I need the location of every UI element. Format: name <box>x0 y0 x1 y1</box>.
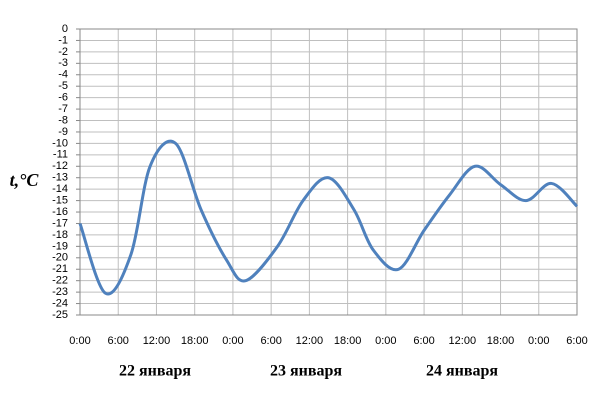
y-tick-label: -15 <box>52 195 68 207</box>
x-tick-label: 0:00 <box>222 335 243 347</box>
y-tick-label: -8 <box>58 114 68 126</box>
y-tick-label: -20 <box>52 252 68 264</box>
x-tick-label: 6:00 <box>566 335 587 347</box>
day-label: 23 января <box>270 363 342 380</box>
y-tick-label: -10 <box>52 137 68 149</box>
day-label: 22 января <box>119 363 191 380</box>
y-tick-label: 0 <box>62 23 68 35</box>
x-tick-label: 0:00 <box>528 335 549 347</box>
y-tick-label: -24 <box>52 297 68 309</box>
x-tick-label: 6:00 <box>260 335 281 347</box>
x-tick-label: 18:00 <box>334 335 362 347</box>
x-tick-label: 12:00 <box>296 335 324 347</box>
y-axis-label: t,°C <box>10 170 40 190</box>
y-tick-label: -17 <box>52 217 68 229</box>
y-tick-label: -19 <box>52 240 68 252</box>
y-tick-label: -6 <box>58 92 68 104</box>
y-tick-label: -9 <box>58 126 68 138</box>
x-tick-label: 0:00 <box>69 335 90 347</box>
x-tick-label: 6:00 <box>108 335 129 347</box>
y-tick-label: -11 <box>53 149 68 161</box>
y-tick-label: -12 <box>52 160 68 172</box>
x-tick-label: 18:00 <box>487 335 515 347</box>
y-tick-label: -4 <box>58 69 68 81</box>
y-tick-label: -25 <box>52 309 68 321</box>
y-tick-label: -5 <box>58 80 68 92</box>
y-tick-label: -21 <box>52 263 68 275</box>
y-tick-label: -22 <box>52 275 68 287</box>
x-tick-label: 12:00 <box>143 335 171 347</box>
x-tick-label: 6:00 <box>413 335 434 347</box>
y-tick-label: -13 <box>52 172 68 184</box>
y-tick-label: -7 <box>58 103 68 115</box>
y-tick-label: -18 <box>52 229 68 241</box>
y-tick-label: -23 <box>52 286 68 298</box>
plot-border <box>79 28 578 316</box>
x-tick-label: 12:00 <box>449 335 477 347</box>
x-tick-label: 18:00 <box>181 335 209 347</box>
y-tick-label: -16 <box>52 206 68 218</box>
y-tick-label: -3 <box>58 57 68 69</box>
x-tick-label: 0:00 <box>375 335 396 347</box>
line <box>78 139 579 296</box>
y-tick-label: -14 <box>52 183 68 195</box>
day-label: 24 января <box>426 363 498 380</box>
y-tick-label: -2 <box>58 46 68 58</box>
y-tick-label: -1 <box>58 34 68 46</box>
